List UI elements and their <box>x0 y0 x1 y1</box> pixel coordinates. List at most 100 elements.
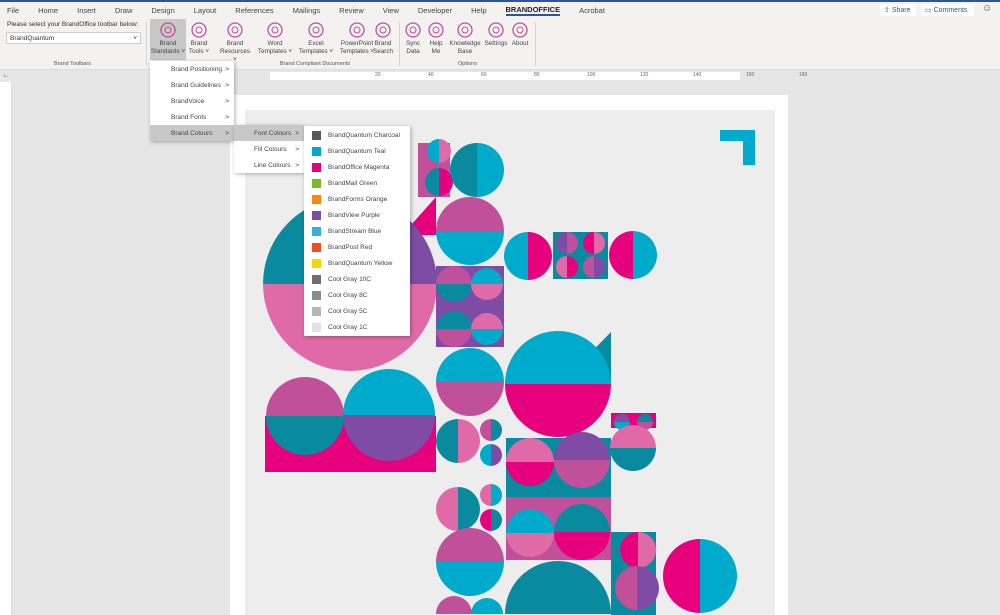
search-button[interactable]: Brand Search <box>370 19 396 60</box>
toolbar-select[interactable]: BrandQuantum ˅ <box>6 32 141 44</box>
powerpoint-template-button[interactable]: PowerPoint Templates ˅ <box>336 19 378 60</box>
tab-design[interactable]: Design <box>151 5 175 15</box>
brand-corner-logo <box>720 130 755 165</box>
brand-tools-button[interactable]: Brand Tools ˅ <box>187 19 211 60</box>
art-half-circle <box>439 168 453 196</box>
title-bar-accent <box>0 0 1000 2</box>
colour-item[interactable]: Cool Gray 1C <box>304 319 410 335</box>
menu-item-label: Brand Colours <box>171 129 213 137</box>
menu-item-brand-fonts[interactable]: Brand Fonts > <box>150 109 234 125</box>
tab-draw[interactable]: Draw <box>114 5 133 15</box>
menu-item-brand-positioning[interactable]: Brand Positioning > <box>150 61 234 77</box>
colour-swatch <box>312 306 321 316</box>
art-half-circle <box>554 432 610 460</box>
colour-item[interactable]: BrandForms Orange <box>304 191 410 207</box>
menu-item-brandvoice[interactable]: BrandVoice > <box>150 93 234 109</box>
art-half-circle <box>615 566 637 610</box>
button-label: Data <box>406 48 420 55</box>
art-half-circle <box>700 539 737 613</box>
colour-name: BrandOffice Magenta <box>328 163 390 171</box>
colour-swatch <box>312 178 321 188</box>
art-half-circle <box>471 284 503 300</box>
chevron-down-icon: ˅ <box>133 35 137 42</box>
colour-item[interactable]: BrandView Purple <box>304 207 410 223</box>
art-half-circle <box>505 384 611 437</box>
art-half-circle <box>480 444 491 466</box>
tab-layout[interactable]: Layout <box>193 5 217 15</box>
colour-item[interactable]: BrandQuantum Teal <box>304 143 410 159</box>
help-button[interactable]: Help Me <box>426 19 446 60</box>
colour-name: BrandQuantum Yellow <box>328 259 393 267</box>
ruler-tick-label: 150 <box>746 72 755 78</box>
colour-swatch <box>312 194 321 204</box>
group-label-brand-toolbars: Brand Toolbars <box>54 61 91 67</box>
art-half-circle <box>480 419 491 441</box>
horizontal-ruler[interactable]: 20 40 60 80 100 120 140 150 160 <box>0 70 1000 82</box>
tab-file[interactable]: File <box>7 5 20 15</box>
tab-brandoffice[interactable]: BRANDOFFICE <box>505 4 561 16</box>
colour-name: BrandQuantum Charcoal <box>328 131 400 139</box>
sync-icon <box>404 21 422 39</box>
excel-template-button[interactable]: Excel Templates ˅ <box>296 19 336 60</box>
word-template-button[interactable]: Word Templates ˅ <box>255 19 295 60</box>
vertical-ruler[interactable] <box>0 82 12 615</box>
share-button[interactable]: ⇪ Share <box>880 4 916 16</box>
colour-item[interactable]: BrandStream Blue <box>304 223 410 239</box>
tab-review[interactable]: Review <box>339 5 364 15</box>
tab-insert[interactable]: Insert <box>77 5 96 15</box>
art-half-circle <box>609 231 633 279</box>
colour-swatch <box>312 162 321 172</box>
tab-developer[interactable]: Developer <box>417 5 453 15</box>
excel-template-icon <box>307 21 325 39</box>
ribbon-separator <box>535 22 536 66</box>
brand-standards-button[interactable]: Brand Standards ˅ <box>150 19 186 60</box>
menu-item-line-colours[interactable]: Line Colours > <box>234 157 304 173</box>
comments-button[interactable]: ▭ Comments <box>921 4 974 16</box>
menu-item-brand-guidelines[interactable]: Brand Guidelines > <box>150 77 234 93</box>
art-half-circle <box>567 256 578 278</box>
chevron-right-icon: > <box>295 129 299 137</box>
art-half-circle <box>663 539 700 613</box>
brand-resources-button[interactable]: Brand Resources ˅ <box>218 19 252 63</box>
art-half-circle <box>458 419 480 463</box>
brand-tools-icon <box>190 21 208 39</box>
tab-selector-icon[interactable]: ∟ <box>3 73 9 79</box>
art-half-circle <box>436 562 504 596</box>
art-half-circle <box>471 268 503 284</box>
colour-item[interactable]: BrandQuantum Yellow <box>304 255 410 271</box>
art-half-circle <box>504 232 528 280</box>
tab-mailings[interactable]: Mailings <box>292 5 321 15</box>
art-half-circle <box>480 484 491 506</box>
colour-name: Cool Gray 10C <box>328 275 371 283</box>
sync-button[interactable]: Sync Data <box>402 19 424 60</box>
tab-view[interactable]: View <box>382 5 399 15</box>
group-label-options: Options <box>458 61 477 67</box>
colour-item[interactable]: BrandQuantum Charcoal <box>304 127 410 143</box>
gear-button[interactable]: Settings <box>483 19 509 60</box>
colour-item[interactable]: Cool Gray 5C <box>304 303 410 319</box>
colour-swatch <box>312 274 321 284</box>
menu-item-font-colours[interactable]: Font Colours > <box>234 125 304 141</box>
tab-help[interactable]: Help <box>471 5 487 15</box>
feedback-smiley-icon[interactable]: ☺ <box>982 3 993 14</box>
colour-item[interactable]: Cool Gray 10C <box>304 271 410 287</box>
menu-item-fill-colours[interactable]: Fill Colours > <box>234 141 304 157</box>
menu-item-brand-colours[interactable]: Brand Colours > <box>150 125 234 141</box>
info-button[interactable]: About <box>509 19 531 60</box>
colour-name: BrandPost Red <box>328 243 373 251</box>
menu-item-label: Line Colours <box>254 161 291 169</box>
tab-home[interactable]: Home <box>38 5 59 15</box>
colour-item[interactable]: Cool Gray 8C <box>304 287 410 303</box>
button-label: Brand <box>159 40 177 47</box>
toolbar-value: BrandQuantum <box>10 35 55 42</box>
lightbulb-button[interactable]: Knowledge Base <box>448 19 482 60</box>
colour-item[interactable]: BrandPost Red <box>304 239 410 255</box>
button-label: Resources ˅ <box>219 48 251 63</box>
tab-references[interactable]: References <box>235 5 274 15</box>
colour-item[interactable]: BrandOffice Magenta <box>304 159 410 175</box>
art-half-circle <box>583 232 594 254</box>
art-half-circle <box>343 369 435 415</box>
tab-acrobat[interactable]: Acrobat <box>579 5 605 15</box>
colour-item[interactable]: BrandMail Green <box>304 175 410 191</box>
art-half-circle <box>471 329 503 345</box>
